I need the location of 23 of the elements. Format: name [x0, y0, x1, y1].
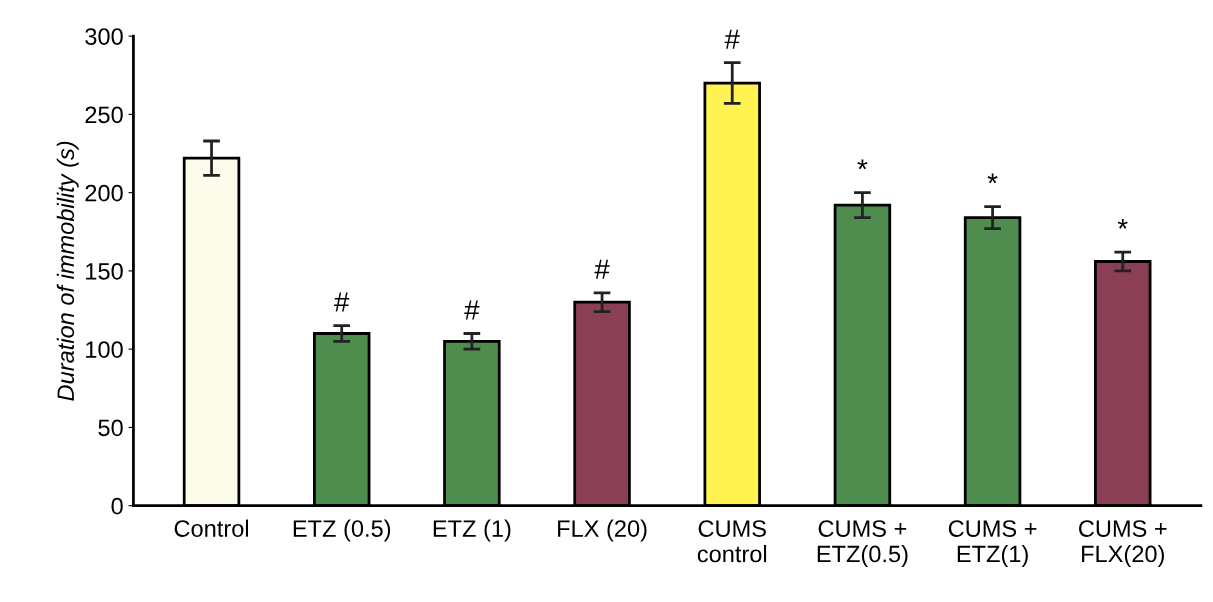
- y-tick-label: 0: [111, 497, 123, 515]
- x-tick-label: FLX (20): [558, 519, 647, 542]
- x-tick-label: CUMS + FLX(20): [1079, 520, 1167, 567]
- annotation: *: [1117, 218, 1128, 229]
- x-tick-label: CUMS + ETZ(1): [948, 520, 1037, 567]
- annotation: #: [594, 259, 610, 279]
- y-tick-label: 250: [85, 106, 123, 124]
- y-tick-label: 200: [85, 184, 123, 202]
- y-axis-title: Duration of immobility (s): [56, 141, 79, 401]
- x-tick-label: ETZ (0.5): [293, 519, 391, 542]
- x-tick-label: CUMS control: [697, 520, 767, 563]
- x-tick-label: CUMS + ETZ(0.5): [817, 520, 908, 567]
- annotation: #: [724, 29, 740, 49]
- x-tick-label: Control: [174, 519, 249, 537]
- annotation: *: [857, 159, 868, 170]
- y-tick-label: 50: [98, 419, 123, 437]
- y-tick-label: 100: [86, 341, 123, 358]
- y-tick-label: 150: [86, 262, 123, 280]
- y-tick-label: 300: [85, 28, 123, 45]
- annotation: #: [464, 300, 480, 320]
- x-tick-label: ETZ (1): [433, 519, 511, 542]
- annotation: #: [334, 292, 350, 312]
- annotation: *: [987, 173, 998, 184]
